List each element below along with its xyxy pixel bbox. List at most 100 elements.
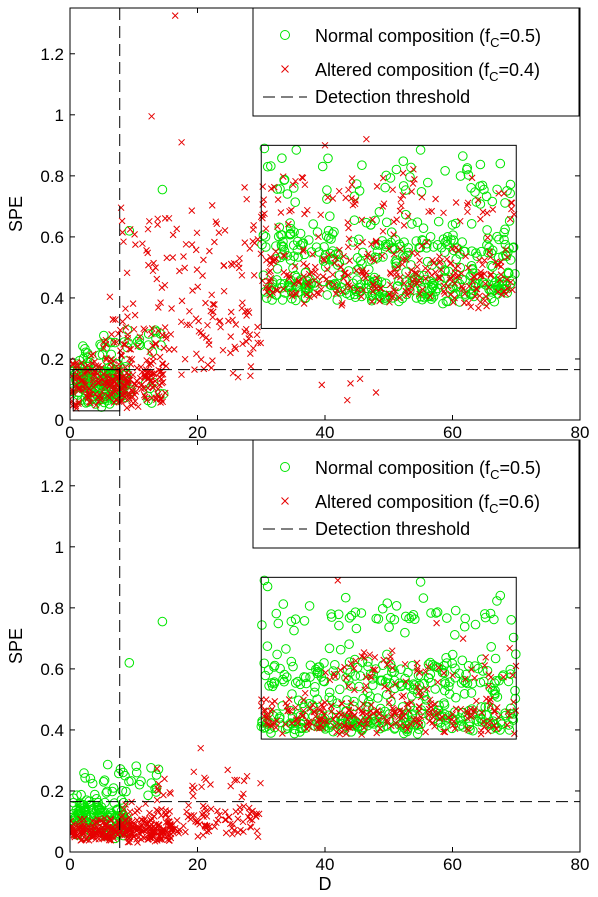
- altered-point: [412, 269, 419, 277]
- altered-point: [471, 705, 479, 713]
- normal-point: [455, 171, 466, 181]
- altered-point: [157, 299, 164, 306]
- normal-point: [146, 763, 156, 773]
- normal-point: [489, 296, 500, 307]
- altered-point: [327, 702, 335, 710]
- altered-point: [92, 401, 100, 409]
- altered-point: [386, 269, 394, 276]
- altered-point: [246, 823, 254, 830]
- altered-point: [469, 278, 477, 285]
- altered-point: [358, 707, 366, 714]
- normal-point: [485, 682, 496, 693]
- altered-point: [390, 218, 398, 226]
- normal-point: [78, 341, 88, 351]
- normal-point: [494, 234, 504, 245]
- altered-point: [243, 312, 250, 319]
- altered-point: [171, 12, 179, 19]
- altered-point: [253, 810, 261, 818]
- normal-point: [334, 620, 344, 631]
- altered-point: [375, 710, 383, 718]
- altered-point: [148, 112, 155, 120]
- altered-point: [292, 290, 300, 298]
- altered-point: [315, 233, 322, 241]
- altered-point: [119, 229, 126, 236]
- altered-point: [214, 816, 222, 824]
- altered-point: [509, 671, 516, 679]
- altered-point: [102, 373, 110, 381]
- altered-point: [269, 721, 277, 729]
- altered-point: [362, 682, 370, 690]
- altered-point: [344, 280, 352, 287]
- altered-point: [468, 666, 475, 673]
- normal-point: [405, 172, 415, 182]
- altered-point: [449, 245, 456, 253]
- plot-area: [70, 440, 580, 852]
- normal-point: [312, 694, 323, 705]
- normal-point: [412, 217, 423, 227]
- altered-point: [193, 229, 201, 237]
- altered-point: [262, 707, 269, 714]
- altered-point: [361, 686, 369, 694]
- altered-point: [241, 184, 248, 191]
- altered-point: [110, 339, 118, 346]
- altered-point: [96, 378, 104, 385]
- altered-point: [340, 252, 347, 260]
- normal-point: [320, 262, 331, 272]
- altered-point: [473, 697, 480, 705]
- normal-point: [90, 789, 100, 800]
- normal-point: [466, 219, 477, 229]
- normal-point: [380, 182, 391, 193]
- y-axis-label: SPE: [6, 196, 26, 232]
- altered-point: [360, 724, 368, 732]
- altered-point: [186, 307, 193, 315]
- normal-point: [134, 339, 144, 349]
- altered-point: [459, 635, 467, 642]
- normal-point: [365, 691, 375, 702]
- altered-point: [323, 718, 331, 725]
- altered-point: [121, 831, 128, 839]
- normal-point: [391, 164, 402, 175]
- altered-point: [323, 266, 331, 273]
- altered-point: [317, 211, 325, 219]
- altered-point: [204, 361, 212, 369]
- normal-point: [356, 608, 367, 618]
- normal-point: [325, 248, 336, 259]
- altered-point: [305, 270, 313, 278]
- altered-point: [371, 283, 378, 291]
- altered-point: [461, 290, 469, 298]
- altered-point: [295, 279, 303, 286]
- altered-point: [367, 707, 375, 715]
- altered-point: [481, 662, 489, 669]
- altered-point: [487, 673, 495, 681]
- x-tick-label: 60: [443, 423, 462, 442]
- altered-point: [115, 818, 122, 826]
- altered-point: [161, 389, 169, 397]
- altered-point: [109, 823, 117, 831]
- altered-point: [154, 807, 162, 815]
- altered-point: [109, 829, 117, 837]
- altered-point: [347, 284, 354, 291]
- altered-point: [506, 215, 514, 223]
- altered-point: [470, 708, 478, 715]
- altered-point: [267, 267, 274, 275]
- normal-point: [349, 215, 360, 225]
- annotation-box: [260, 144, 517, 329]
- altered-point: [189, 287, 196, 294]
- normal-point: [340, 592, 351, 603]
- altered-point: [299, 712, 307, 719]
- altered-point: [133, 377, 141, 385]
- normal-point: [278, 674, 288, 685]
- altered-point: [125, 813, 133, 821]
- normal-point: [293, 252, 303, 262]
- altered-point: [347, 660, 355, 667]
- normal-point: [117, 786, 128, 796]
- altered-point: [413, 270, 421, 277]
- altered-point: [208, 291, 216, 299]
- normal-point: [335, 684, 345, 695]
- altered-point: [318, 285, 325, 293]
- normal-point: [488, 685, 498, 696]
- altered-point: [87, 352, 95, 359]
- normal-point: [76, 789, 86, 800]
- altered-point: [169, 231, 177, 239]
- y-tick-label: 0: [55, 843, 64, 862]
